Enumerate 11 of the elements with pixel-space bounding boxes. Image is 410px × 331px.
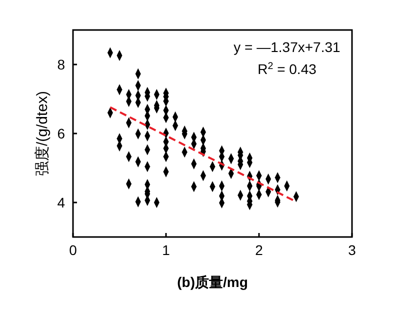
- x-tick-label: 1: [162, 242, 170, 258]
- y-tick-label: 6: [57, 125, 66, 142]
- x-tick-label: 2: [255, 242, 264, 258]
- annotation: R$^{2}$ = 0.43: [258, 60, 317, 77]
- x-tick-label: 0: [69, 242, 78, 258]
- x-axis-title: (b)质量/mg: [177, 274, 248, 290]
- y-axis-title: 强度/(g/dtex): [34, 90, 51, 176]
- annotation: y = —1.37x+7.31: [234, 39, 341, 55]
- y-tick-label: 4: [57, 194, 66, 210]
- y-tick-label: 8: [57, 56, 66, 72]
- x-tick-label: 3: [348, 242, 356, 258]
